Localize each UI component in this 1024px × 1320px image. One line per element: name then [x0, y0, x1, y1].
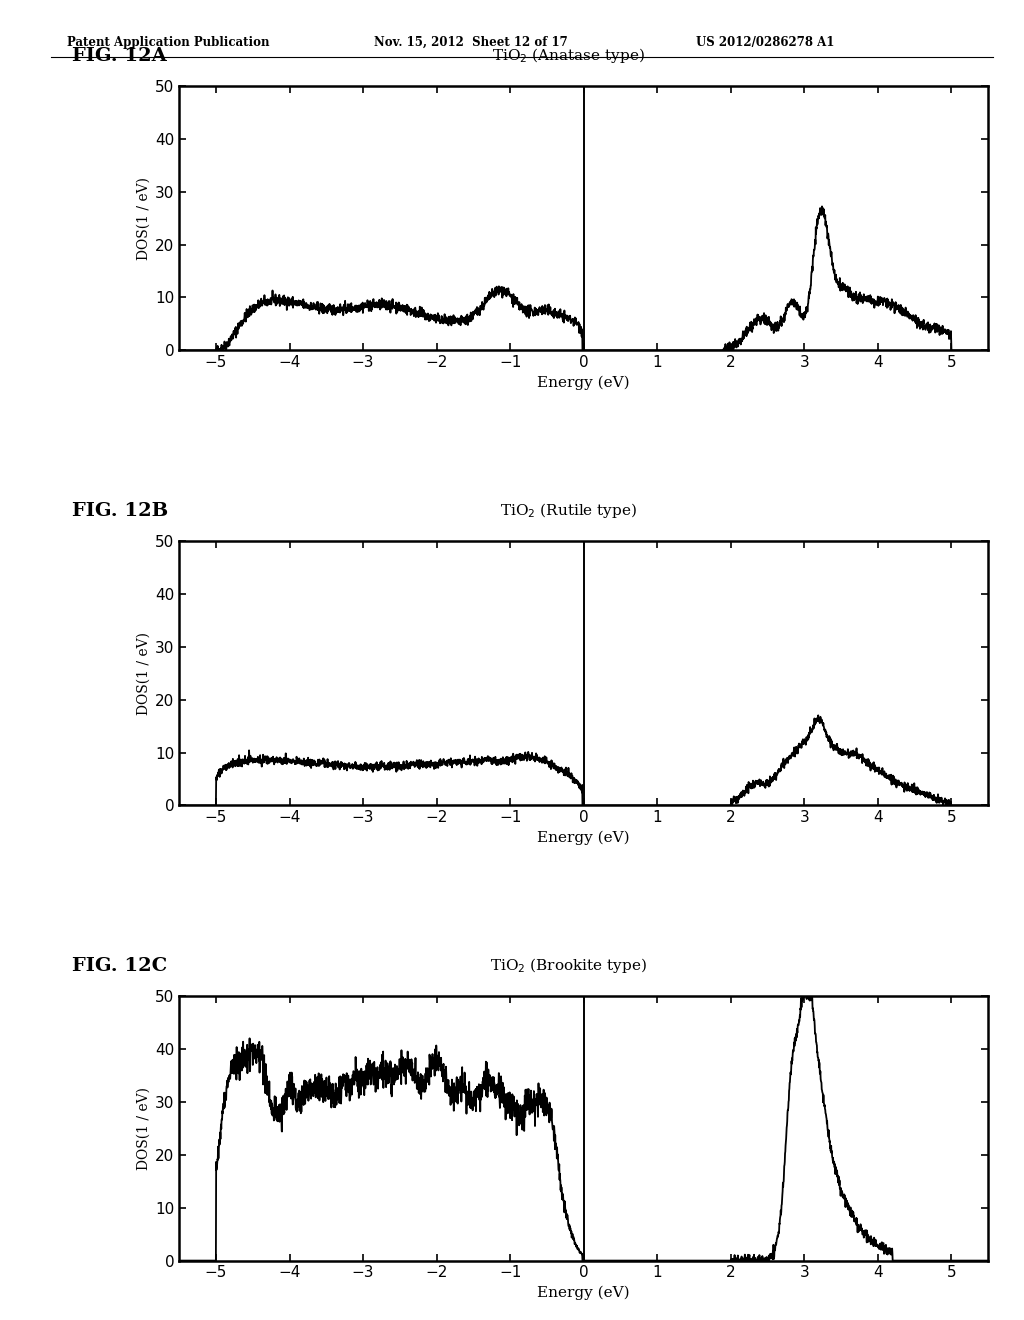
Y-axis label: DOS(1 / eV): DOS(1 / eV): [137, 632, 151, 714]
X-axis label: Energy (eV): Energy (eV): [538, 376, 630, 391]
Text: FIG. 12B: FIG. 12B: [72, 502, 168, 520]
Y-axis label: DOS(1 / eV): DOS(1 / eV): [137, 177, 151, 260]
Text: FIG. 12C: FIG. 12C: [72, 957, 167, 975]
X-axis label: Energy (eV): Energy (eV): [538, 1286, 630, 1300]
Text: TiO$_2$ (Rutile type): TiO$_2$ (Rutile type): [500, 500, 637, 520]
Text: TiO$_2$ (Anatase type): TiO$_2$ (Anatase type): [492, 46, 645, 65]
X-axis label: Energy (eV): Energy (eV): [538, 830, 630, 845]
Y-axis label: DOS(1 / eV): DOS(1 / eV): [137, 1086, 151, 1170]
Text: TiO$_2$ (Brookite type): TiO$_2$ (Brookite type): [489, 956, 647, 975]
Text: FIG. 12A: FIG. 12A: [72, 46, 167, 65]
Text: Nov. 15, 2012  Sheet 12 of 17: Nov. 15, 2012 Sheet 12 of 17: [374, 36, 567, 49]
Text: US 2012/0286278 A1: US 2012/0286278 A1: [696, 36, 835, 49]
Text: Patent Application Publication: Patent Application Publication: [67, 36, 269, 49]
